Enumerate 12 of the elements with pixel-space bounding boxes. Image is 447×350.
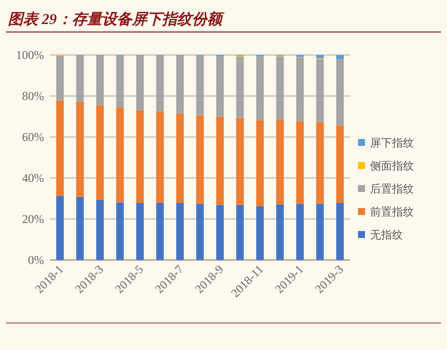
legend-label: 前置指纹 xyxy=(370,206,414,218)
legend-label: 无指纹 xyxy=(370,230,403,242)
y-tick-label: 40% xyxy=(22,171,44,185)
y-tick-label: 0% xyxy=(28,253,44,267)
y-tick-label: 80% xyxy=(22,89,44,103)
y-tick-label: 100% xyxy=(16,48,44,62)
y-tick-label: 20% xyxy=(22,212,44,226)
legend-label: 侧面指纹 xyxy=(370,160,414,172)
legend-label: 后置指纹 xyxy=(370,182,414,196)
y-tick-label: 60% xyxy=(22,130,44,144)
legend-label: 屏下指纹 xyxy=(370,138,414,150)
chart-title: 图表 29：存量设备屏下指纹份额 xyxy=(8,10,225,28)
